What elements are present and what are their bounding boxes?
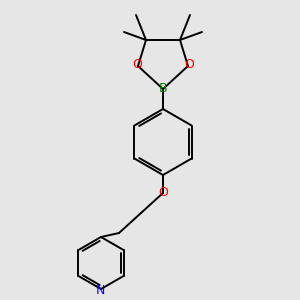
- Text: O: O: [158, 187, 168, 200]
- Text: O: O: [132, 58, 142, 71]
- Text: B: B: [159, 82, 167, 95]
- Text: N: N: [95, 284, 105, 296]
- Text: O: O: [184, 58, 194, 71]
